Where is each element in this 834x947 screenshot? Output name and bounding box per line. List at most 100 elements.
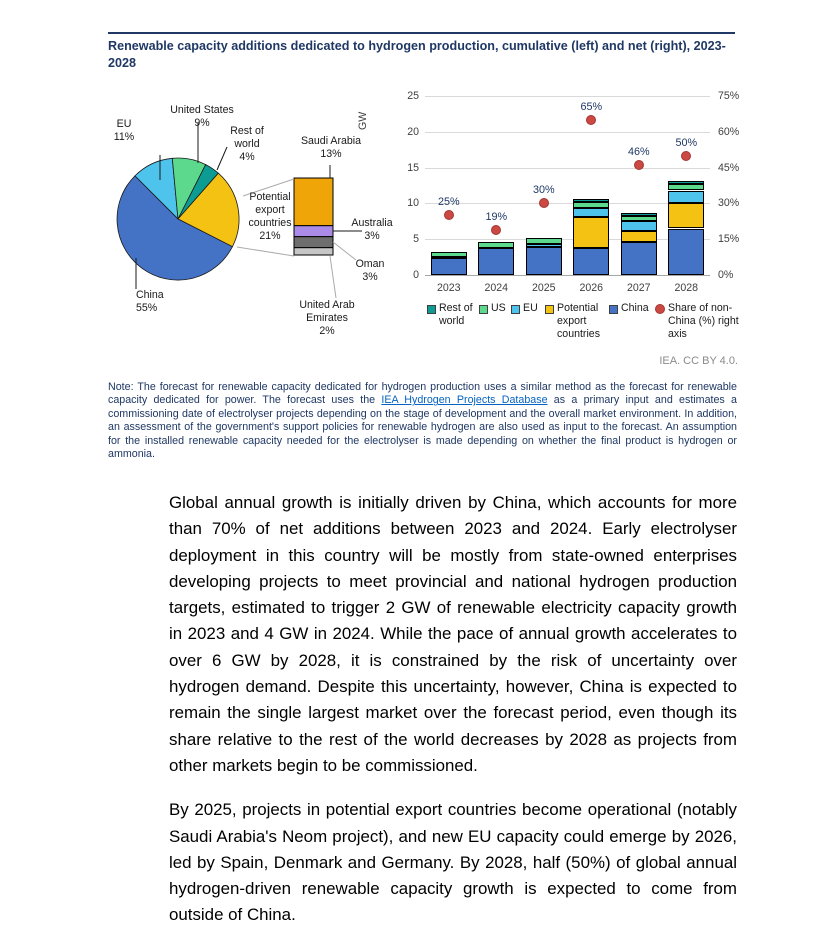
bar-segment-china xyxy=(430,257,467,275)
breakout-label-text: Oman xyxy=(355,258,385,270)
pie-label-rest-of-world: Rest of world 4% xyxy=(218,125,276,164)
breakout-segment-saudi-arabia xyxy=(293,177,334,227)
share-dot xyxy=(443,210,454,221)
credit-line: IEA. CC BY 4.0. xyxy=(659,355,738,367)
bar-segment-potential-export-countries xyxy=(573,217,610,248)
x-axis-tick: 2026 xyxy=(579,282,604,294)
legend-label: Share of non-China (%) right axis xyxy=(668,302,739,340)
legend-swatch-share-of-non-china-right-axis xyxy=(655,304,665,314)
breakout-segment-united-arab-emirates xyxy=(293,247,334,256)
bar-segment-rest-of-world xyxy=(668,181,705,185)
breakout-label-text: United Arab Emirates xyxy=(299,299,355,324)
x-axis-tick: 2023 xyxy=(437,282,461,294)
share-dot-label: 65% xyxy=(580,100,603,113)
grid-line xyxy=(425,239,710,241)
note-text-prefix: Note: The forecast for renewable capacit… xyxy=(108,381,737,407)
figure-note: Note: The forecast for renewable capacit… xyxy=(108,381,737,461)
chart-legend: Rest of world US EU Potential export countr… xyxy=(427,302,743,341)
pie-label-eu: EU 11% xyxy=(104,118,144,144)
breakout-label-text: Saudi Arabia xyxy=(300,135,362,147)
legend-label: Rest of world xyxy=(439,302,473,327)
pie-label-text: EU xyxy=(116,118,132,130)
paragraph-2: By 2025, projects in potential export co… xyxy=(169,800,737,925)
grid-line xyxy=(425,203,710,205)
y-axis-tick: 20 xyxy=(407,125,419,138)
bar-segment-us xyxy=(668,184,705,191)
legend-label: US xyxy=(491,302,506,314)
body-text: Global annual growth is initially driven… xyxy=(169,490,737,947)
bar-segment-china xyxy=(573,247,610,275)
legend-item-eu: EU xyxy=(511,302,545,315)
pie-slice-potential-export-countries xyxy=(177,172,240,248)
pie-label-pct: 4% xyxy=(239,151,255,163)
breakout-label-united-arab-emirates: United Arab Emirates 2% xyxy=(289,299,365,338)
note-link[interactable]: IEA Hydrogen Projects Database xyxy=(381,394,548,407)
y-axis-tick: 25 xyxy=(407,90,419,102)
connector-line xyxy=(236,246,295,257)
y-axis-tick: 0 xyxy=(413,269,419,281)
y2-axis-tick: 45% xyxy=(718,161,740,174)
connector-line xyxy=(332,241,357,261)
pie-label-united-states: United States 9% xyxy=(160,104,244,130)
note-text-suffix: as a primary input and estimates a commi… xyxy=(108,394,737,461)
y2-axis-tick: 15% xyxy=(718,233,740,246)
y2-axis-tick: 0% xyxy=(718,269,734,281)
share-dot xyxy=(586,114,597,125)
legend-swatch-us xyxy=(479,305,488,314)
figure-title: Renewable capacity additions dedicated t… xyxy=(108,39,726,70)
bar-segment-china xyxy=(620,242,657,275)
legend-swatch-rest-of-world xyxy=(427,305,436,314)
bar-segment-china xyxy=(668,228,705,275)
bar-segment-eu xyxy=(525,243,562,248)
breakout-label-pct: 13% xyxy=(320,148,342,160)
report-page: { "figure": { "title": "Renewable capaci… xyxy=(100,32,743,925)
pie-chart-panel: EU 11% United States 9% Rest of world 4%… xyxy=(100,80,400,370)
share-dot-label: 46% xyxy=(627,146,650,159)
bar-segment-potential-export-countries xyxy=(668,202,705,229)
bar-segment-potential-export-countries xyxy=(620,231,657,242)
pie-label-pct: 55% xyxy=(136,302,158,314)
pie-label-text: China xyxy=(136,289,164,301)
legend-item-us: US xyxy=(479,302,511,315)
bar-segment-china xyxy=(478,247,515,275)
y-axis-tick: 5 xyxy=(413,233,419,246)
bar-segment-china xyxy=(525,247,562,275)
share-dot-label: 19% xyxy=(485,210,508,223)
breakout-label-text: Australia xyxy=(351,217,393,229)
pie-label-potential-export-countries: Potential export countries 21% xyxy=(240,191,300,243)
share-dot-label: 50% xyxy=(675,136,698,149)
x-axis-tick: 2024 xyxy=(484,282,509,294)
bar-segment-us xyxy=(573,202,610,208)
legend-swatch-china xyxy=(609,305,618,314)
bar-segment-eu xyxy=(668,190,705,203)
leader-line xyxy=(216,146,228,171)
share-dot xyxy=(491,224,502,235)
legend-item-china: China xyxy=(609,302,655,315)
bar-segment-us xyxy=(620,215,657,221)
bar-segment-us xyxy=(430,252,467,257)
pie-label-pct: 11% xyxy=(113,131,135,143)
share-dot xyxy=(633,160,644,171)
bar-segment-potential-export-countries xyxy=(430,256,467,259)
bar-segment-eu xyxy=(573,207,610,217)
x-axis-tick: 2028 xyxy=(674,282,699,294)
pie-label-pct: 21% xyxy=(259,230,281,242)
legend-label: Potential export countries xyxy=(557,302,600,340)
paragraph-1: Global annual growth is initially driven… xyxy=(169,493,737,775)
pie-slice-china xyxy=(116,175,233,281)
legend-label: China xyxy=(621,302,649,314)
grid-line xyxy=(425,167,710,169)
grid-line xyxy=(425,131,710,133)
legend-swatch-eu xyxy=(511,305,520,314)
y-axis-tick: 10 xyxy=(407,197,419,210)
share-dot xyxy=(538,198,549,209)
connector-line xyxy=(329,255,337,299)
legend-item-share-of-non-china-right-axis: Share of non-China (%) right axis xyxy=(655,302,743,341)
connector-line xyxy=(242,178,295,197)
legend-item-rest-of-world: Rest of world xyxy=(427,302,479,328)
legend-label: EU xyxy=(523,302,538,314)
breakout-label-pct: 3% xyxy=(362,271,378,283)
legend-swatch-potential-export-countries xyxy=(545,305,554,314)
legend-item-potential-export-countries: Potential export countries xyxy=(545,302,609,341)
bar-segment-eu xyxy=(620,220,657,232)
